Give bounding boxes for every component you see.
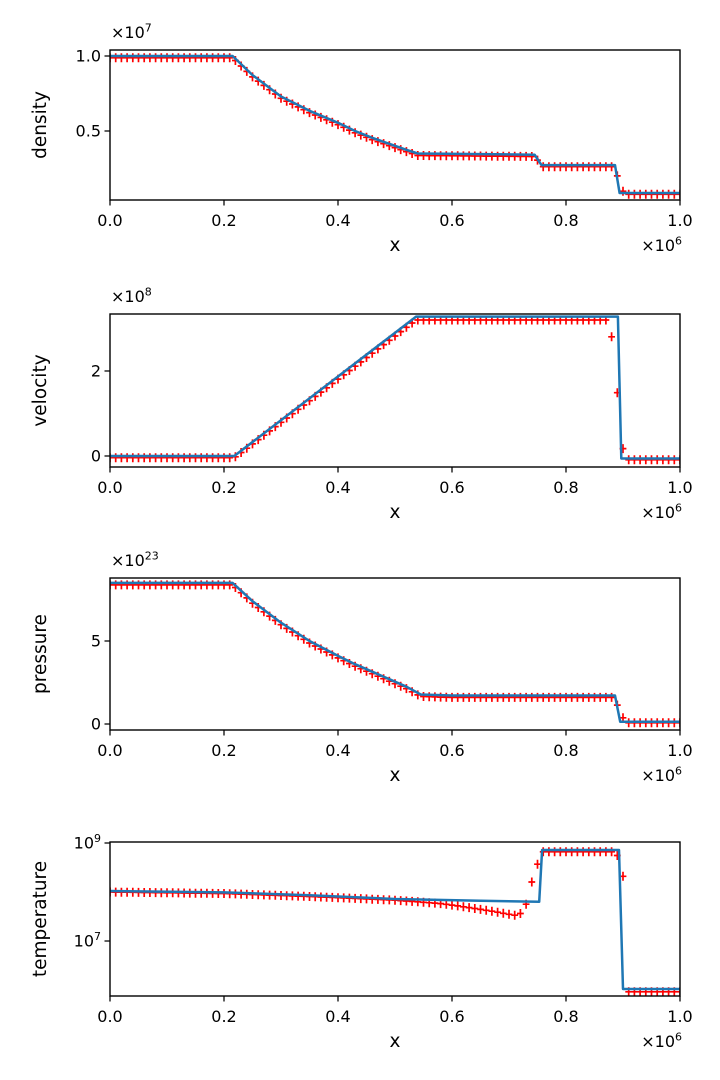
pressure-axes-frame [109,577,681,731]
pressure-ylabel: pressure [30,614,51,694]
velocity-x-offset-label: ×106 [641,502,682,523]
pressure-y-ticks [104,640,110,725]
temperature-line [110,848,680,991]
density-ylabel: density [30,91,51,159]
temperature-ylabel: temperature [30,861,51,977]
velocity-x-tick-label: 0.0 [97,478,122,497]
velocity-y-tick-label: 2 [91,361,101,380]
density-axes-frame [109,49,681,201]
pressure-subplot: 0.0 0.2 0.4 0.6 0.8 1.0 0 5 ×1023 ×106 x pressure [30,550,693,787]
density-x-tick-label: 0.2 [211,211,236,230]
density-y-ticks [104,55,110,132]
velocity-y-ticks [104,370,110,457]
pressure-y-tick-label: 0 [91,715,101,734]
velocity-x-ticks [109,467,681,473]
pressure-x-tick-label: 1.0 [667,741,692,760]
temperature-x-tick-label: 0.6 [439,1007,464,1026]
temperature-axes-frame [109,841,681,997]
pressure-markers [110,580,680,728]
temperature-xlabel: x [390,1031,401,1052]
density-x-tick-label: 0.8 [553,211,578,230]
velocity-x-tick-label: 0.2 [211,478,236,497]
density-y-tick-label: 1.0 [76,47,101,66]
density-x-tick-label: 0.0 [97,211,122,230]
pressure-x-tick-label: 0.2 [211,741,236,760]
density-x-tick-label: 0.4 [325,211,350,230]
temperature-x-offset-label: ×106 [641,1031,682,1052]
density-xlabel: x [390,235,401,256]
density-line [110,54,680,195]
temperature-y-tick-label: 109 [74,832,101,853]
density-markers [110,53,680,199]
temperature-x-tick-label: 0.8 [553,1007,578,1026]
temperature-x-tick-label: 0.0 [97,1007,122,1026]
pressure-y-tick-label: 5 [91,632,101,651]
velocity-x-tick-label: 0.8 [553,478,578,497]
pressure-y-offset-label: ×1023 [111,550,159,571]
density-subplot: 0.0 0.2 0.4 0.6 0.8 1.0 0.5 1.0 ×107 ×106 x density [30,22,693,257]
velocity-axes-frame [109,313,681,468]
temperature-subplot: 0.0 0.2 0.4 0.6 0.8 1.0 107 109 ×106 x temperature [30,832,693,1052]
velocity-x-tick-label: 0.6 [439,478,464,497]
pressure-line [110,581,680,724]
velocity-ylabel: velocity [30,354,51,426]
velocity-x-tick-label: 0.4 [325,478,350,497]
pressure-xlabel: x [390,765,401,786]
density-x-offset-label: ×106 [641,235,682,256]
velocity-line [110,315,680,460]
density-x-tick-label: 0.6 [439,211,464,230]
velocity-y-tick-label: 0 [91,446,101,465]
temperature-x-tick-label: 0.4 [325,1007,350,1026]
density-y-offset-label: ×107 [111,22,152,43]
density-x-tick-label: 1.0 [667,211,692,230]
temperature-x-ticks [109,996,681,1002]
velocity-y-offset-label: ×108 [111,286,152,307]
pressure-x-tick-label: 0.6 [439,741,464,760]
pressure-x-tick-label: 0.0 [97,741,122,760]
velocity-x-tick-label: 1.0 [667,478,692,497]
velocity-markers [110,315,680,465]
velocity-xlabel: x [390,502,401,523]
temperature-x-tick-label: 1.0 [667,1007,692,1026]
density-y-tick-label: 0.5 [76,122,101,141]
velocity-subplot: 0.0 0.2 0.4 0.6 0.8 1.0 0 2 ×108 ×106 x velocity [30,286,693,524]
density-x-ticks [109,200,681,206]
temperature-markers [110,847,680,996]
temperature-x-tick-label: 0.2 [211,1007,236,1026]
temperature-y-tick-label: 107 [74,930,101,951]
pressure-x-offset-label: ×106 [641,765,682,786]
pressure-x-ticks [109,730,681,736]
temperature-y-ticks [104,842,110,942]
pressure-x-tick-label: 0.4 [325,741,350,760]
pressure-x-tick-label: 0.8 [553,741,578,760]
